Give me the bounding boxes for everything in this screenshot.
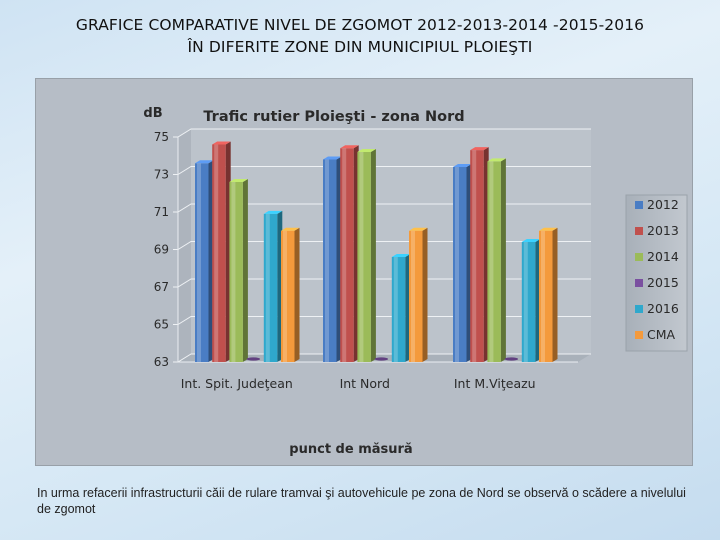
bar bbox=[357, 149, 376, 362]
bar bbox=[374, 357, 389, 361]
legend-swatch bbox=[635, 201, 643, 209]
y-tick-label: 63 bbox=[154, 355, 169, 369]
chart-frame: Trafic rutier Ploieşti - zona Nord dB pu… bbox=[35, 78, 693, 466]
gridline bbox=[173, 316, 591, 325]
gridline bbox=[173, 241, 591, 250]
legend-label: 2013 bbox=[647, 223, 679, 238]
x-tick-label: Int M.Viţeazu bbox=[454, 376, 536, 391]
noise-bar-chart: Trafic rutier Ploieşti - zona Nord dB pu… bbox=[143, 106, 688, 457]
bar bbox=[246, 357, 261, 361]
bar bbox=[391, 254, 411, 362]
legend-label: CMA bbox=[647, 327, 676, 342]
bar bbox=[212, 141, 231, 362]
legend-swatch bbox=[635, 279, 643, 287]
slide-title-line-1: GRAFICE COMPARATIVE NIVEL DE ZGOMOT 2012… bbox=[75, 16, 645, 34]
y-tick-label: 73 bbox=[154, 168, 169, 182]
bar bbox=[229, 179, 248, 362]
bar bbox=[409, 227, 428, 362]
bar bbox=[539, 227, 558, 362]
bar bbox=[521, 239, 541, 362]
legend: 2012 2013 2014 2015 2016 CMA bbox=[625, 194, 688, 352]
legend-swatch bbox=[635, 227, 643, 235]
y-tick-label: 69 bbox=[154, 243, 169, 257]
gridline bbox=[173, 203, 591, 213]
x-axis-label: punct de măsură bbox=[289, 442, 412, 457]
y-tick-label: 75 bbox=[154, 130, 169, 144]
bar bbox=[487, 158, 506, 362]
bar bbox=[195, 160, 214, 362]
y-tick-label: 71 bbox=[154, 205, 169, 219]
gridline bbox=[173, 166, 591, 175]
y-axis-label: dB bbox=[143, 106, 162, 121]
gridline bbox=[173, 128, 591, 138]
legend-swatch bbox=[635, 253, 643, 261]
y-tick-label: 65 bbox=[154, 318, 169, 332]
legend-swatch bbox=[635, 305, 643, 313]
slide-title-line-2: ÎN DIFERITE ZONE DIN MUNICIPIUL PLOIEŞTI bbox=[187, 38, 533, 56]
bar bbox=[470, 147, 489, 362]
legend-box bbox=[625, 194, 688, 352]
legend-label: 2014 bbox=[647, 249, 679, 264]
legend-label: 2016 bbox=[647, 301, 679, 316]
bar bbox=[504, 357, 519, 361]
bar bbox=[263, 210, 283, 362]
bar bbox=[453, 164, 472, 362]
x-tick-label: Int. Spit. Judeţean bbox=[181, 376, 293, 391]
chart-title: Trafic rutier Ploieşti - zona Nord bbox=[203, 109, 464, 125]
legend-label: 2012 bbox=[647, 197, 679, 212]
x-tick-label: Int Nord bbox=[340, 376, 390, 391]
caption-text: In urma refacerii infrastructurii căii d… bbox=[37, 486, 686, 516]
bar bbox=[281, 227, 300, 362]
bar bbox=[323, 156, 342, 362]
legend-swatch bbox=[635, 331, 643, 339]
gridline bbox=[173, 353, 591, 363]
slide-title: GRAFICE COMPARATIVE NIVEL DE ZGOMOT 2012… bbox=[0, 14, 720, 58]
legend-label: 2015 bbox=[647, 275, 679, 290]
gridline bbox=[173, 278, 591, 288]
y-tick-label: 67 bbox=[154, 280, 169, 294]
bar bbox=[340, 145, 359, 362]
